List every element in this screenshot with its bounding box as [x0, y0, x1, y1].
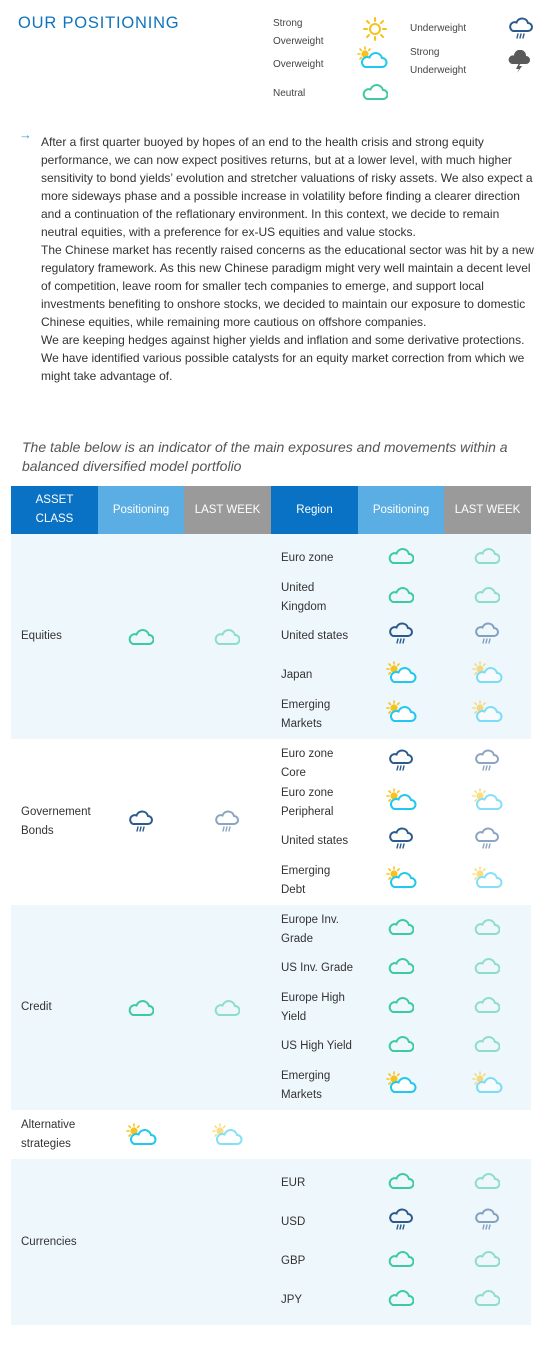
page-title: OUR POSITIONING	[18, 14, 180, 32]
neutral-icon	[474, 1288, 501, 1313]
legend-underweight-icon	[508, 17, 534, 46]
region-name: US Inv. Grade	[281, 962, 354, 974]
header-region-positioning: Positioning	[358, 486, 444, 534]
neutral-icon	[474, 585, 501, 610]
underweight-icon	[388, 621, 414, 651]
underweight-icon	[474, 621, 500, 651]
region-name: United Kingdom	[281, 581, 327, 613]
region-name: Japan	[281, 669, 313, 681]
header-region: Region	[271, 486, 358, 534]
overweight-icon	[470, 1070, 504, 1100]
region-name: Emerging Markets	[281, 1069, 331, 1101]
underweight-icon	[474, 1207, 500, 1237]
region-name: Euro zone	[281, 552, 334, 564]
storm-cloud-icon	[508, 50, 530, 73]
underweight-icon	[388, 748, 414, 778]
underweight-icon	[388, 826, 414, 856]
arrow-icon: →	[19, 127, 32, 142]
header-asset-class: ASSET CLASS	[11, 486, 98, 534]
region-name: GBP	[281, 1255, 306, 1267]
overweight-icon	[470, 699, 504, 729]
region-name: Emerging Markets	[281, 698, 331, 730]
underweight-icon	[128, 810, 154, 839]
neutral-icon	[128, 998, 155, 1023]
region-name: Euro zone Peripheral	[281, 786, 334, 818]
neutral-icon	[388, 546, 415, 571]
legend-underweight-label: Underweight	[410, 23, 467, 34]
neutral-icon	[388, 585, 415, 610]
sun-icon	[363, 17, 387, 41]
neutral-icon	[388, 1249, 415, 1274]
neutral-icon	[474, 956, 501, 981]
neutral-icon	[214, 998, 241, 1023]
legend-neutral-icon	[362, 82, 389, 107]
neutral-icon	[474, 1171, 501, 1196]
neutral-icon	[388, 1034, 415, 1059]
neutral-icon	[388, 917, 415, 942]
overweight-icon	[384, 660, 418, 690]
underweight-icon	[214, 810, 240, 839]
overweight-icon	[384, 699, 418, 729]
underweight-icon	[388, 1207, 414, 1237]
asset-class-band	[11, 905, 531, 1110]
neutral-icon	[474, 1249, 501, 1274]
legend-strong-overweight-label: Strong Overweight	[273, 18, 324, 47]
commentary-paragraph: We are keeping hedges against higher yie…	[41, 333, 525, 383]
neutral-icon	[128, 627, 155, 652]
underweight-icon	[474, 748, 500, 778]
asset-class-band	[11, 1159, 531, 1325]
neutral-icon	[388, 1171, 415, 1196]
asset-class-name: Currencies	[21, 1235, 77, 1248]
asset-class-name: Governement Bonds	[21, 806, 91, 837]
neutral-icon	[388, 956, 415, 981]
commentary-paragraph: The Chinese market has recently raised c…	[41, 243, 534, 329]
asset-class-name: Credit	[21, 1001, 52, 1013]
region-name: EUR	[281, 1177, 306, 1189]
underweight-icon	[474, 826, 500, 856]
overweight-icon	[384, 865, 418, 895]
region-name: United states	[281, 835, 349, 847]
overweight-icon	[470, 865, 504, 895]
table-intro: The table below is an indicator of the m…	[22, 439, 508, 474]
neutral-icon	[474, 1034, 501, 1059]
neutral-icon	[388, 1288, 415, 1313]
commentary: After a first quarter buoyed by hopes of…	[41, 133, 535, 385]
asset-class-name: Equities	[21, 630, 62, 642]
region-name: United states	[281, 630, 349, 642]
legend-overweight-label: Overweight	[273, 59, 324, 70]
header-region-last-week: LAST WEEK	[444, 486, 531, 534]
region-name: Emerging Debt	[281, 864, 331, 896]
overweight-icon	[470, 787, 504, 817]
overweight-icon	[210, 1122, 244, 1152]
region-name: JPY	[281, 1294, 303, 1306]
overweight-icon	[384, 1070, 418, 1100]
legend-overweight-icon	[355, 46, 389, 75]
header-positioning: Positioning	[98, 486, 184, 534]
neutral-icon	[474, 546, 501, 571]
region-name: USD	[281, 1216, 306, 1228]
neutral-icon	[474, 995, 501, 1020]
header-last-week: LAST WEEK	[184, 486, 271, 534]
overweight-icon	[124, 1122, 158, 1152]
region-name: Europe Inv. Grade	[281, 913, 339, 945]
legend-strong-underweight-label: Strong Underweight	[410, 47, 467, 76]
region-name: US High Yield	[281, 1040, 352, 1052]
asset-class-name: Alternative strategies	[21, 1118, 76, 1150]
neutral-icon	[388, 995, 415, 1020]
neutral-icon	[474, 917, 501, 942]
commentary-paragraph: After a first quarter buoyed by hopes of…	[41, 135, 533, 239]
neutral-icon	[214, 627, 241, 652]
region-name: Europe High Yield	[281, 991, 345, 1023]
asset-class-band	[11, 534, 531, 739]
overweight-icon	[470, 660, 504, 690]
legend-neutral-label: Neutral	[273, 88, 306, 99]
overweight-icon	[384, 787, 418, 817]
region-name: Euro zone Core	[281, 747, 334, 779]
